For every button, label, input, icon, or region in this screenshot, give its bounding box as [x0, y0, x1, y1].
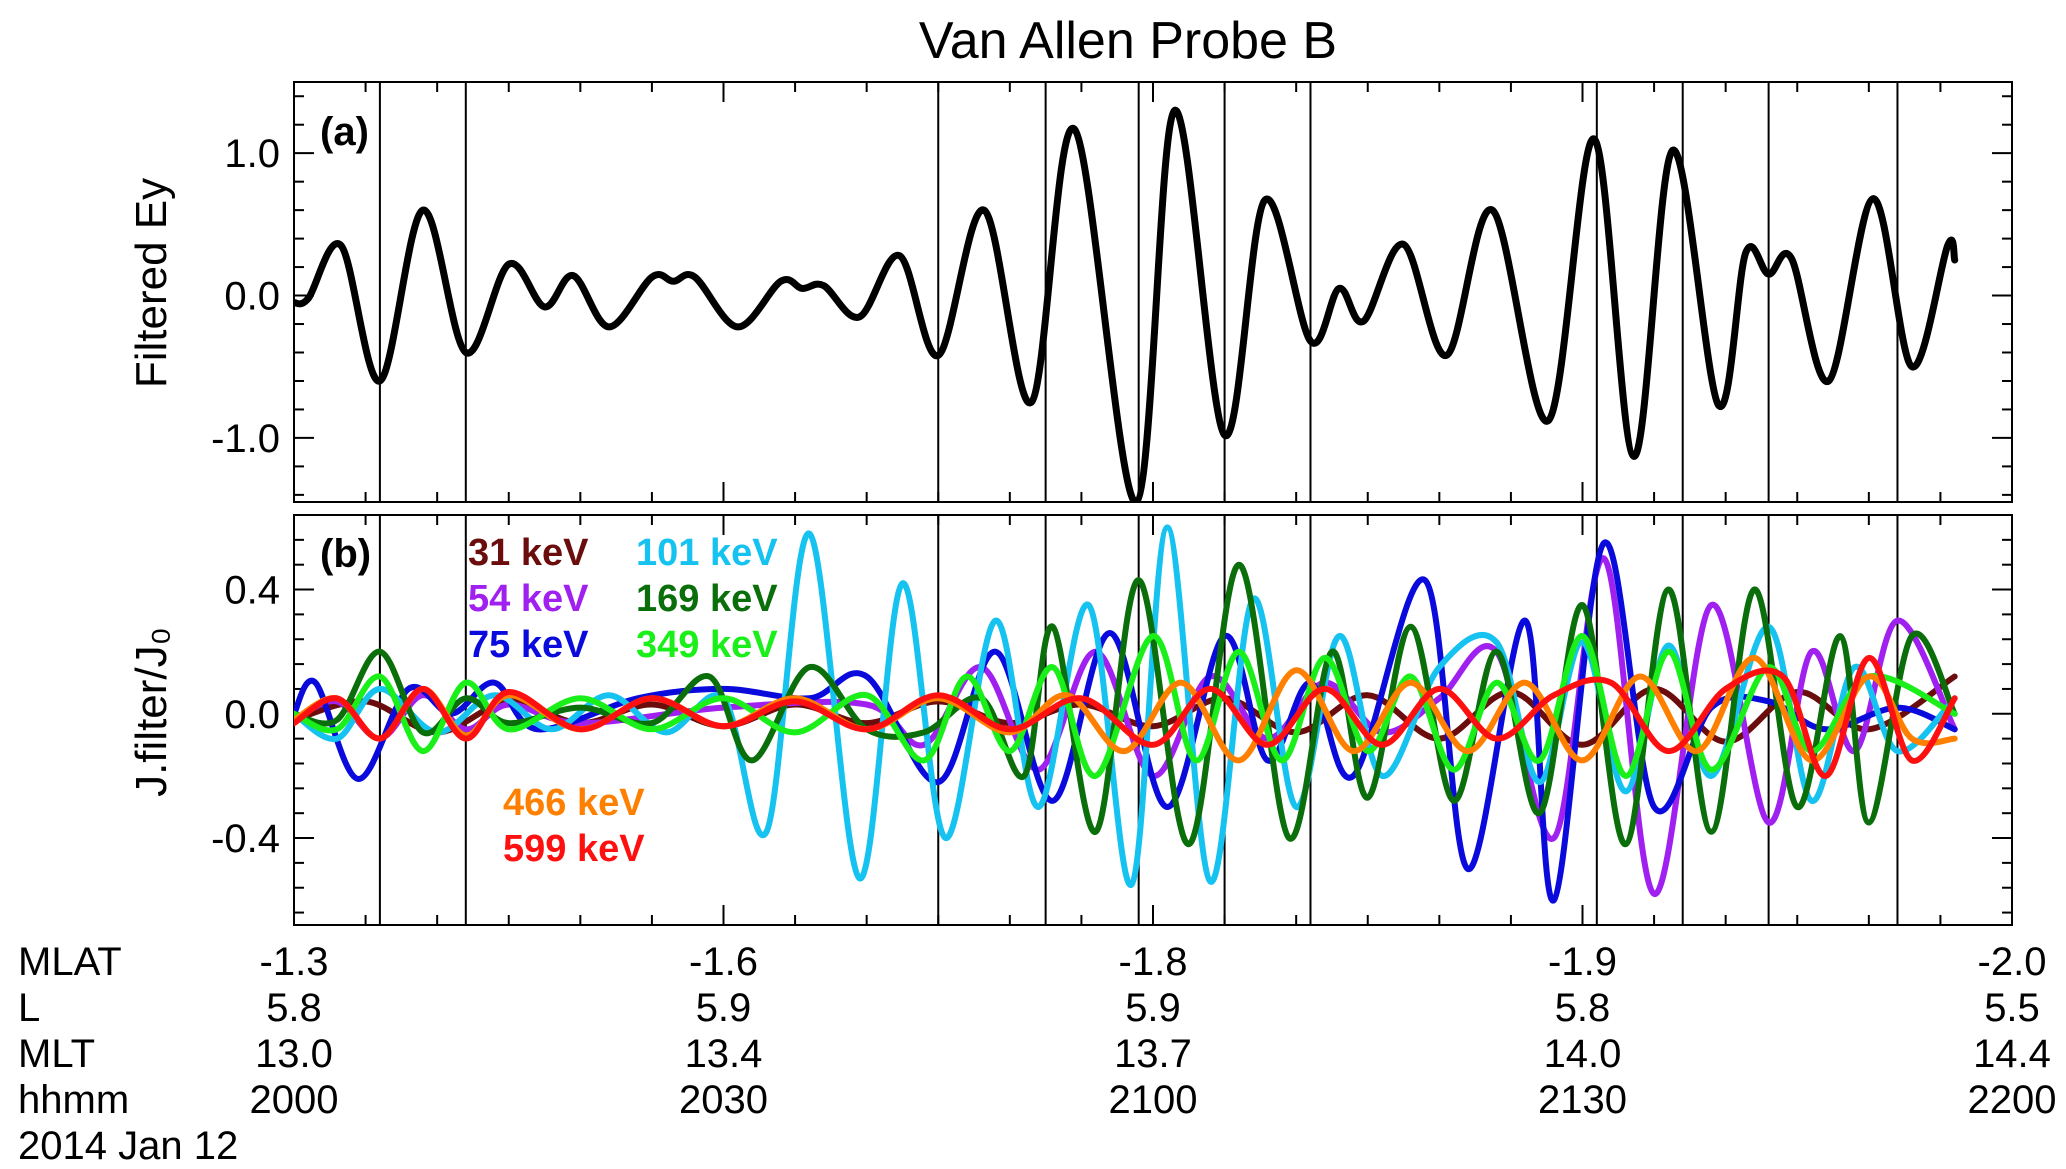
panel-a-ylabel: Filtered Ey — [127, 178, 176, 388]
x-tick-label-mlat: -1.9 — [1548, 940, 1617, 984]
x-tick-label-time: 2130 — [1538, 1078, 1627, 1122]
x-tick-label-time: 2200 — [1968, 1078, 2057, 1122]
x-tick-label-mlat: -1.3 — [260, 940, 329, 984]
x-tick-label-l: 5.8 — [266, 986, 322, 1030]
series-169-kev-line — [294, 561, 1958, 848]
x-tick-label-time: 2100 — [1109, 1078, 1198, 1122]
panel-a-tag: (a) — [320, 110, 369, 154]
x-tick-label-mlat: -1.6 — [689, 940, 758, 984]
panel-b-tag: (b) — [320, 532, 371, 576]
panel-a-frame — [293, 81, 2013, 503]
panel-b-series-group — [294, 524, 1958, 904]
y-tick-label: 0.0 — [224, 693, 280, 737]
x-tick-label-time: 2000 — [250, 1078, 339, 1122]
x-tick-label-time: 2030 — [679, 1078, 768, 1122]
legend-entry: 169 keV — [636, 578, 778, 620]
legend-entry: 54 keV — [468, 578, 589, 620]
series-349-kev-line — [294, 633, 1958, 779]
x-tick-label-mlt: 13.7 — [1114, 1032, 1192, 1076]
date-label: 2014 Jan 12 — [18, 1124, 238, 1168]
y-tick-label: 0.0 — [224, 275, 280, 319]
x-tick-label-l: 5.8 — [1555, 986, 1611, 1030]
series-599-kev-line — [294, 654, 1958, 779]
row-label-l: L — [18, 986, 40, 1030]
data-series — [294, 106, 1959, 904]
tick-labels: 1.00.0-1.00.40.0-0.4-1.35.813.02000-1.65… — [211, 132, 2056, 1122]
legend-entry: 31 keV — [468, 532, 589, 574]
y-tick-label: 0.4 — [224, 569, 280, 613]
y-tick-label: -0.4 — [211, 817, 280, 861]
chart-title: Van Allen Probe B — [919, 12, 1337, 70]
y-tick-label: 1.0 — [224, 132, 280, 176]
legend-entry: 75 keV — [468, 624, 589, 666]
x-tick-label-mlat: -1.8 — [1119, 940, 1188, 984]
y-tick-label: -1.0 — [211, 417, 280, 461]
x-tick-label-l: 5.9 — [696, 986, 752, 1030]
legend-entry: 599 keV — [503, 828, 645, 870]
x-tick-label-mlt: 14.4 — [1973, 1032, 2051, 1076]
x-tick-label-mlt: 14.0 — [1544, 1032, 1622, 1076]
x-tick-label-mlt: 13.0 — [255, 1032, 333, 1076]
legend-entry: 349 keV — [636, 624, 778, 666]
text-labels: Van Allen Probe B (a) (b) Filtered Ey J.… — [18, 12, 1337, 1168]
row-label-mlat: MLAT — [18, 940, 122, 984]
x-tick-label-l: 5.9 — [1125, 986, 1181, 1030]
x-tick-label-mlat: -2.0 — [1978, 940, 2047, 984]
series-filtered-ey-line — [294, 106, 1959, 502]
row-label-mlt: MLT — [18, 1032, 95, 1076]
axis-ticks — [293, 82, 2013, 925]
legend-entry: 466 keV — [503, 782, 645, 824]
row-label-hhmm: hhmm — [18, 1078, 129, 1122]
x-tick-label-l: 5.5 — [1984, 986, 2040, 1030]
panel-b-ylabel: J.filter/J₀ — [127, 627, 176, 797]
legend-entry: 101 keV — [636, 532, 778, 574]
panel-a-series-group — [294, 106, 1959, 502]
x-tick-label-mlt: 13.4 — [685, 1032, 763, 1076]
